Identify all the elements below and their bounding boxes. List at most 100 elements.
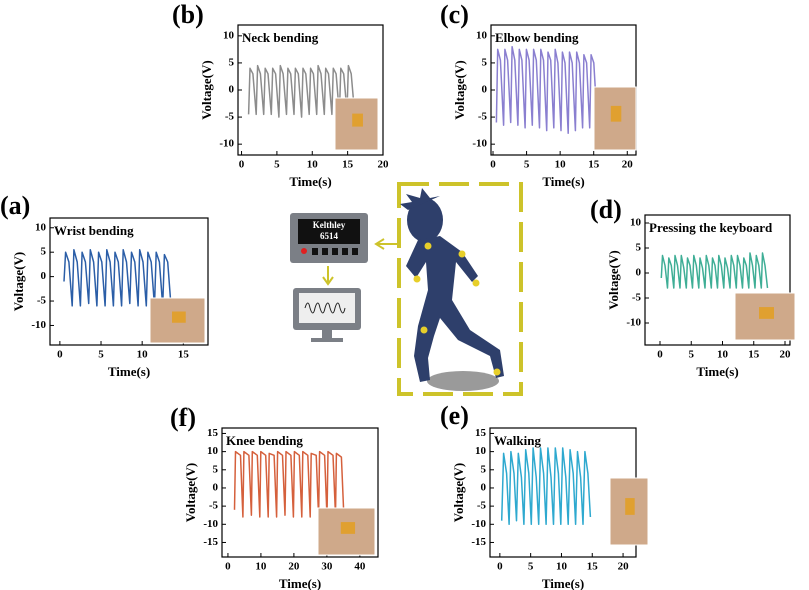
arrow — [374, 238, 398, 250]
x-tick-label: 5 — [98, 349, 104, 361]
y-tick-label: -10 — [471, 518, 486, 530]
y-axis-label: Voltage(V) — [606, 250, 621, 309]
panel-title: Wrist bending — [54, 223, 134, 238]
y-tick-label: -5 — [209, 500, 219, 512]
x-tick-label: 5 — [528, 561, 534, 573]
x-tick-label: 20 — [288, 561, 300, 573]
panel: 10 5 0 -5 -10 0 5 10 15 Wrist bending Time(s) Volta… — [0, 191, 209, 379]
y-tick-label: -10 — [219, 138, 234, 150]
signal-line — [247, 64, 356, 118]
monitor-wave — [304, 302, 346, 314]
body — [406, 236, 504, 382]
x-tick-label: 0 — [225, 561, 231, 573]
dot — [493, 368, 501, 376]
x-tick-label: 0 — [497, 561, 503, 573]
signal-line — [660, 252, 769, 289]
y-tick-label: -10 — [203, 518, 218, 530]
y-tick-label: 5 — [482, 56, 488, 68]
x-tick-label: 15 — [748, 349, 760, 361]
x-tick-label: 5 — [524, 159, 530, 171]
x-tick-label: 0 — [57, 349, 63, 361]
y-tick-label: -15 — [471, 536, 486, 548]
signal-line — [63, 249, 172, 307]
y-tick-label: 5 — [636, 242, 642, 254]
meter-buttons — [312, 248, 358, 255]
panel-title: Knee bending — [226, 433, 303, 448]
dot — [472, 279, 480, 287]
y-tick-label: -10 — [31, 319, 46, 331]
panel-label: (b) — [172, 0, 204, 29]
y-axis-label: Voltage(V) — [451, 463, 466, 522]
x-tick-label: 10 — [307, 159, 319, 171]
signal-line — [233, 450, 345, 518]
y-tick-label: 0 — [41, 270, 47, 282]
y-tick-label: 5 — [229, 56, 235, 68]
y-tick-label: 0 — [481, 481, 487, 493]
sensor-patch — [759, 307, 774, 319]
x-tick-label: 15 — [178, 349, 190, 361]
shadow — [427, 371, 499, 391]
x-tick-label: 15 — [342, 159, 354, 171]
x-axis-label: Time(s) — [542, 174, 584, 189]
y-tick-label: 5 — [213, 463, 219, 475]
y-tick-label: 10 — [207, 445, 219, 457]
x-tick-label: 20 — [618, 561, 630, 573]
signal-line — [495, 45, 598, 135]
y-tick-label: 10 — [475, 445, 487, 457]
panel-label: (a) — [0, 191, 30, 220]
hair — [400, 188, 440, 210]
x-tick-label: 5 — [274, 159, 280, 171]
panel: 10 5 0 -5 -10 0 5 10 15 20 Neck bending Time(s) Volt… — [172, 0, 389, 189]
arrow — [322, 266, 334, 286]
dot — [424, 242, 432, 250]
x-tick-label: 0 — [657, 349, 663, 361]
dot — [458, 250, 466, 258]
y-tick-label: 0 — [636, 267, 642, 279]
sensor-patch — [625, 498, 635, 515]
x-tick-label: 0 — [239, 159, 245, 171]
x-tick-label: 10 — [555, 159, 567, 171]
x-tick-label: 30 — [321, 561, 333, 573]
sensor-dots — [413, 242, 501, 376]
panel-title: Neck bending — [242, 30, 319, 45]
x-tick-label: 5 — [689, 349, 695, 361]
y-axis-label: Voltage(V) — [199, 60, 214, 119]
head — [407, 198, 443, 242]
meter-name: Kelthley — [313, 220, 346, 230]
y-tick-label: 5 — [41, 246, 47, 258]
y-axis-label: Voltage(V) — [11, 252, 26, 311]
y-tick-label: -5 — [37, 295, 47, 307]
y-tick-label: -10 — [472, 138, 487, 150]
meter-display — [298, 219, 360, 244]
x-tick-label: 10 — [255, 561, 267, 573]
dashed-frame — [397, 182, 523, 396]
panel: 15 10 5 0 -5 -10 -15 0 5 10 15 20 Walking Time(s) Volt… — [440, 401, 649, 590]
x-tick-label: 10 — [137, 349, 149, 361]
panel-title: Elbow bending — [495, 30, 579, 45]
panel-title: Pressing the keyboard — [649, 220, 773, 235]
y-tick-label: 10 — [223, 29, 235, 41]
monitor-stand — [322, 330, 332, 338]
center-diagram: Kelthley 6514 — [290, 182, 523, 396]
y-tick-label: -5 — [225, 111, 235, 123]
x-tick-label: 15 — [588, 159, 600, 171]
x-axis-label: Time(s) — [108, 364, 150, 379]
y-tick-label: 0 — [229, 84, 235, 96]
sensor-patch — [340, 522, 356, 534]
y-tick-label: 15 — [475, 427, 487, 439]
panel-label: (f) — [170, 403, 196, 432]
sensor-patch — [172, 311, 186, 323]
sensor-patch — [352, 113, 363, 127]
dot — [413, 275, 421, 283]
x-tick-label: 10 — [556, 561, 568, 573]
x-tick-label: 10 — [717, 349, 729, 361]
panel-label: (e) — [440, 401, 469, 430]
y-tick-label: 10 — [630, 217, 642, 229]
x-tick-label: 20 — [622, 159, 634, 171]
y-tick-label: 5 — [481, 463, 487, 475]
y-tick-label: 15 — [207, 427, 219, 439]
x-tick-label: 20 — [378, 159, 390, 171]
x-axis-label: Time(s) — [279, 576, 321, 590]
